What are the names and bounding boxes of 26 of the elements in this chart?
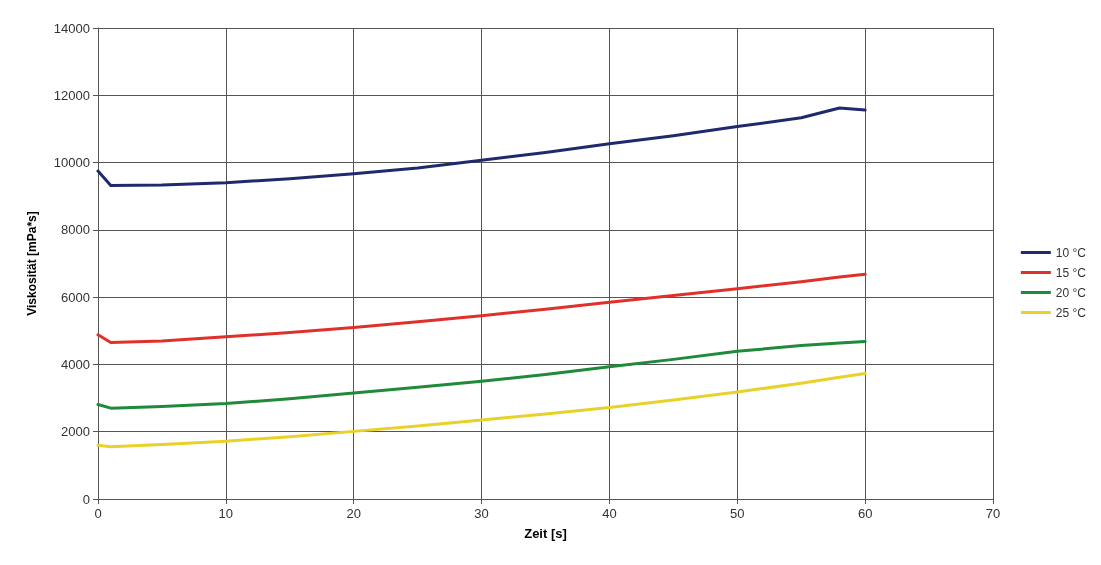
x-tick-label: 50	[730, 506, 745, 521]
legend-label: 20 °C	[1055, 285, 1087, 300]
legend-label: 15 °C	[1055, 265, 1087, 280]
x-tick-label: 30	[474, 506, 489, 521]
x-tick-label: 60	[857, 506, 873, 521]
legend-label: 25 °C	[1055, 305, 1087, 320]
line-series	[96, 272, 867, 345]
y-tick-label: 2000	[61, 424, 90, 440]
y-axis-title: Viskosität [mPa*s]	[25, 211, 39, 316]
y-tick-label: 4000	[61, 356, 90, 372]
x-tick-label: 0	[94, 506, 102, 521]
x-tick-label: 40	[602, 506, 617, 521]
y-tick-label: 0	[82, 491, 90, 507]
line-series	[96, 372, 867, 449]
y-tick-label: 6000	[61, 289, 90, 305]
legend-label: 10 °C	[1055, 245, 1087, 260]
x-tick-label: 70	[985, 506, 1001, 521]
line-series	[96, 106, 867, 187]
x-tick-label: 20	[346, 506, 361, 521]
y-tick-label: 10000	[53, 155, 90, 171]
y-tick-label: 8000	[61, 222, 90, 238]
y-tick-label: 14000	[53, 20, 90, 36]
x-tick-label: 10	[218, 506, 234, 521]
line-series	[96, 340, 867, 410]
y-tick-label: 12000	[53, 87, 90, 103]
x-axis-title: Zeit [s]	[524, 526, 567, 541]
